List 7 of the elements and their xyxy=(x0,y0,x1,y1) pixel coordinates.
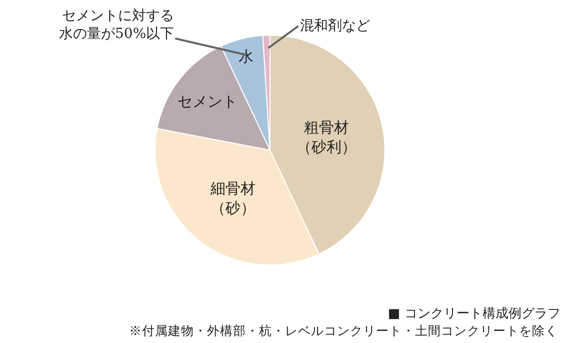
slice-label: 細骨材（砂） xyxy=(210,179,256,217)
slice-label: 混和剤など xyxy=(300,18,370,34)
text: ※付属建物・外構部・杭・レベルコンクリート・土間コンクリートを除く xyxy=(129,323,558,338)
text: ■ コンクリート構成例グラフ xyxy=(388,306,560,322)
slice-label: セメント xyxy=(178,92,238,111)
text: セメントに対する水の量が50%以下 xyxy=(59,8,174,42)
slice-label: 粗骨材（砂利） xyxy=(296,118,357,156)
